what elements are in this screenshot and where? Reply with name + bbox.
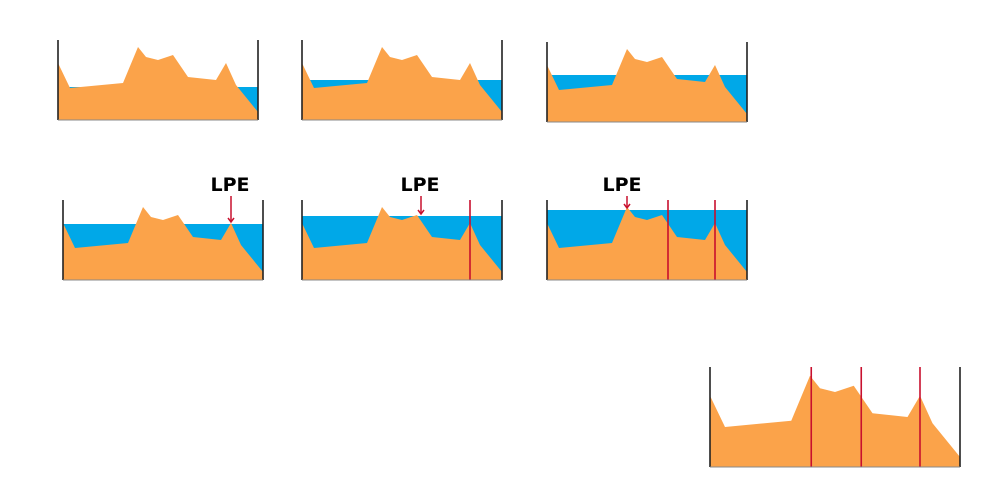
basin-panel bbox=[301, 200, 503, 281]
lpe-label: LPE bbox=[602, 174, 641, 196]
arrow-head bbox=[227, 217, 235, 224]
lpe-label: LPE bbox=[210, 174, 249, 196]
arrow-head bbox=[623, 203, 631, 210]
terrain bbox=[710, 375, 960, 467]
basin-panel bbox=[709, 367, 961, 468]
terrain bbox=[547, 207, 747, 280]
basin-panel bbox=[546, 200, 748, 281]
basin-panel bbox=[62, 200, 264, 281]
arrow-head bbox=[417, 209, 425, 216]
terrain bbox=[58, 47, 258, 120]
basin-panel bbox=[301, 40, 503, 121]
terrain bbox=[63, 207, 263, 280]
terrain bbox=[302, 207, 502, 280]
lpe-label: LPE bbox=[400, 174, 439, 196]
terrain bbox=[302, 47, 502, 120]
basin-panel bbox=[546, 42, 748, 123]
basin-panel bbox=[57, 40, 259, 121]
terrain bbox=[547, 49, 747, 122]
